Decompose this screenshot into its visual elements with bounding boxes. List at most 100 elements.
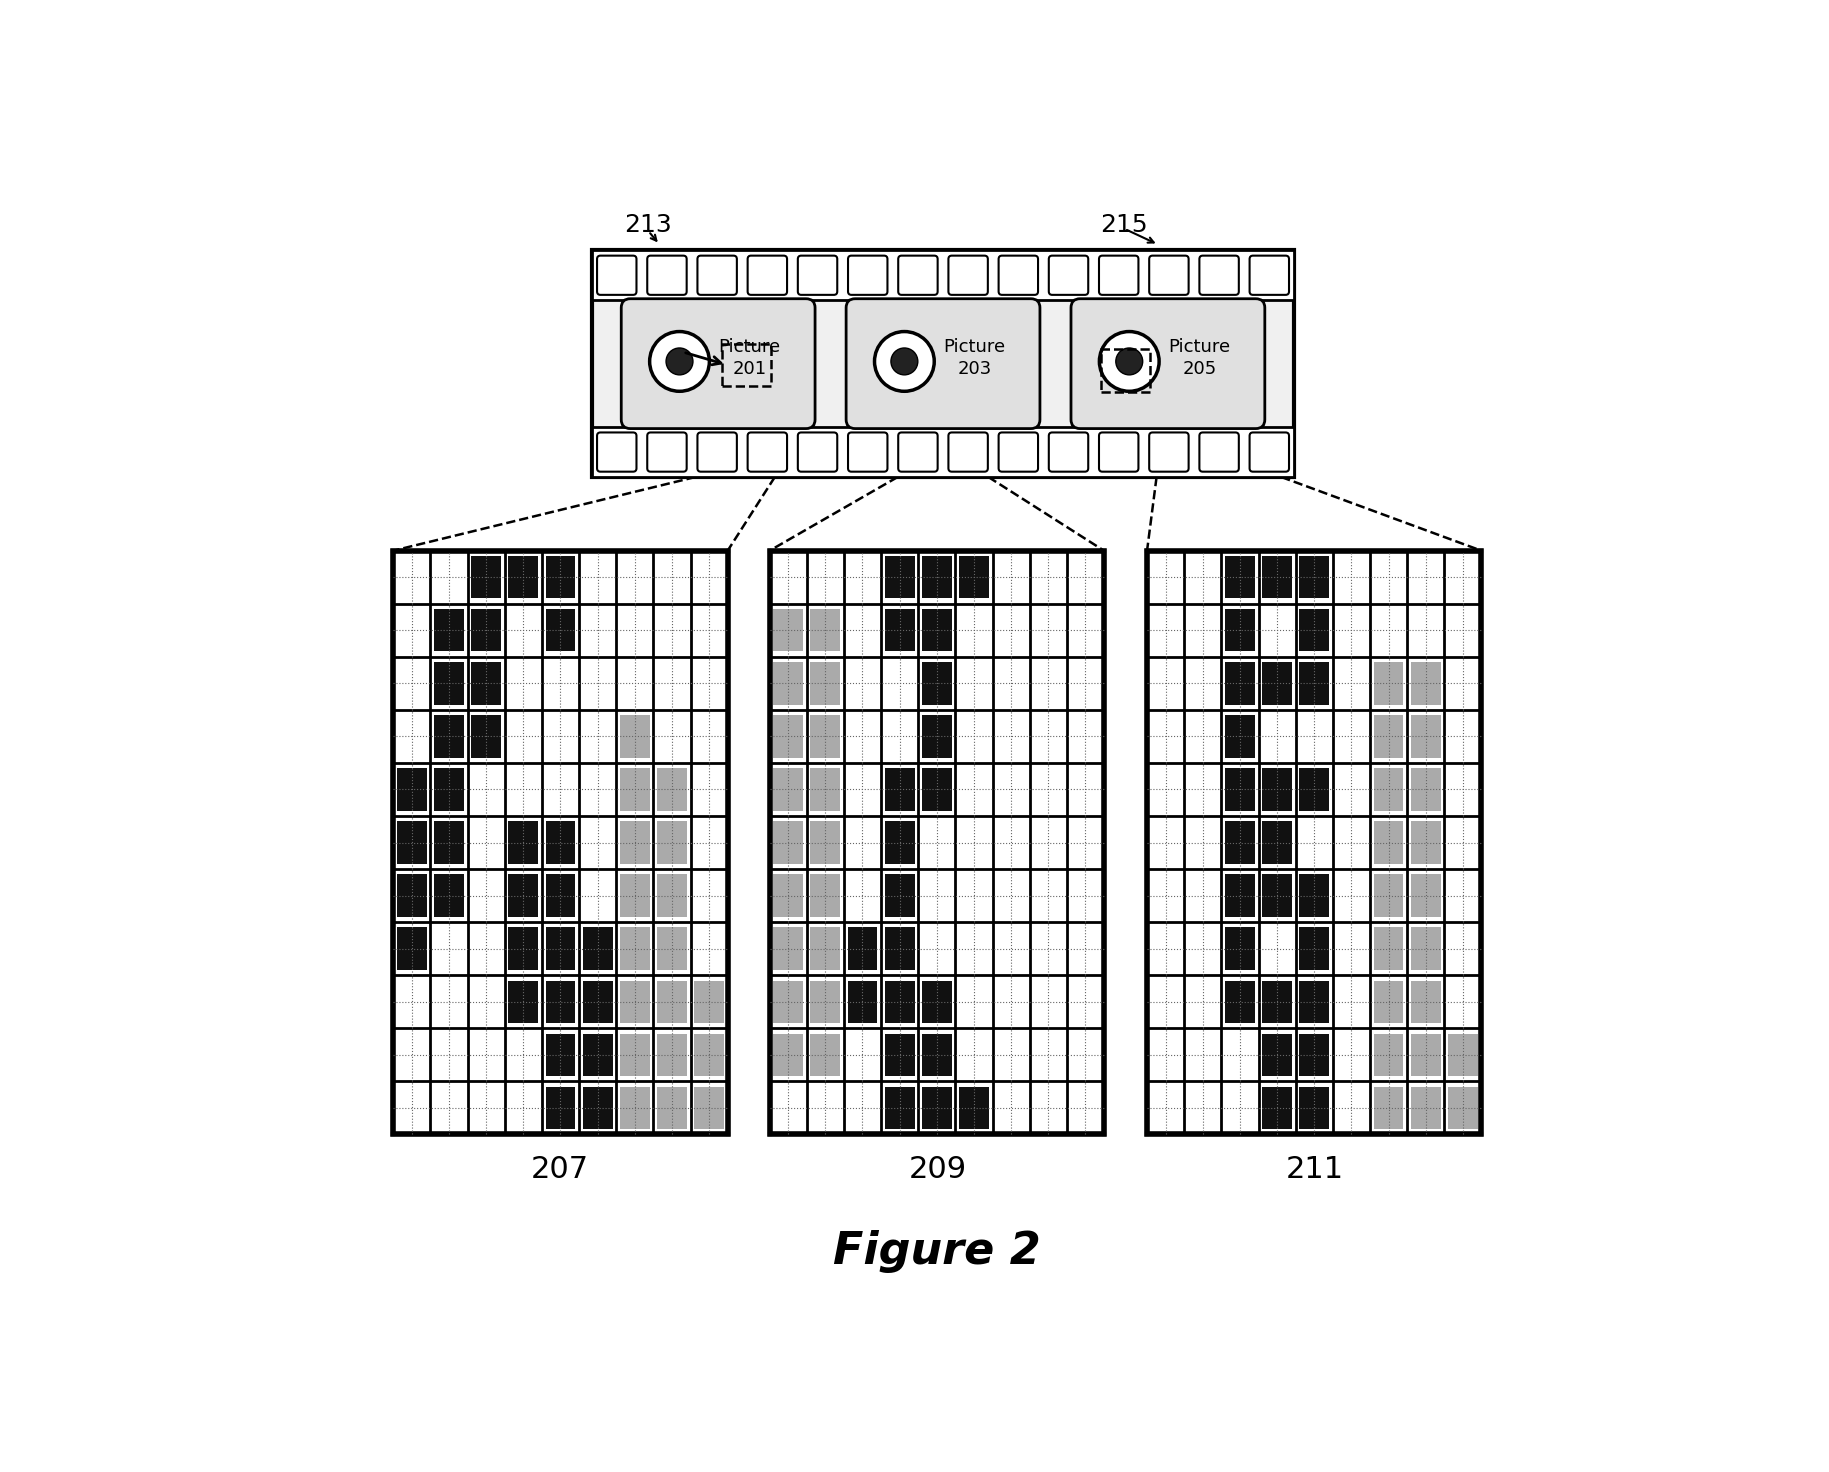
FancyBboxPatch shape — [797, 256, 838, 294]
FancyBboxPatch shape — [596, 433, 636, 471]
Bar — [591, 250, 1295, 300]
Bar — [1299, 609, 1330, 652]
FancyBboxPatch shape — [797, 433, 838, 471]
Bar — [1225, 874, 1255, 917]
Bar — [810, 768, 840, 811]
Bar — [657, 980, 688, 1023]
Bar — [583, 1086, 613, 1129]
Bar — [1410, 874, 1441, 917]
FancyBboxPatch shape — [1200, 256, 1238, 294]
Bar — [847, 927, 878, 970]
Bar — [1225, 556, 1255, 599]
Bar — [922, 980, 951, 1023]
Bar — [1262, 1033, 1291, 1076]
FancyBboxPatch shape — [748, 433, 786, 471]
Bar — [1449, 1086, 1478, 1129]
Bar — [722, 343, 770, 386]
Bar — [1410, 662, 1441, 705]
Bar — [922, 715, 951, 758]
Bar — [545, 927, 576, 970]
Bar — [1299, 556, 1330, 599]
Bar — [1299, 1033, 1330, 1076]
Text: Picture
201: Picture 201 — [719, 339, 781, 378]
Text: 207: 207 — [530, 1156, 589, 1183]
Bar — [657, 821, 688, 864]
Bar — [810, 980, 840, 1023]
Bar — [1374, 1033, 1403, 1076]
Text: 213: 213 — [624, 213, 673, 237]
Text: Picture
203: Picture 203 — [944, 339, 1006, 378]
Bar — [922, 1033, 951, 1076]
Bar — [397, 768, 426, 811]
Bar — [774, 821, 803, 864]
FancyBboxPatch shape — [1099, 433, 1138, 471]
Bar — [508, 874, 538, 917]
Circle shape — [649, 331, 710, 392]
Bar — [620, 927, 649, 970]
FancyBboxPatch shape — [999, 433, 1039, 471]
Bar — [810, 874, 840, 917]
Bar — [583, 927, 613, 970]
Bar — [545, 821, 576, 864]
Bar — [810, 927, 840, 970]
Bar — [885, 768, 914, 811]
FancyBboxPatch shape — [898, 256, 938, 294]
Bar — [1225, 927, 1255, 970]
Bar — [774, 980, 803, 1023]
Bar — [1225, 821, 1255, 864]
FancyBboxPatch shape — [622, 299, 816, 428]
Circle shape — [891, 347, 918, 375]
Bar — [774, 874, 803, 917]
Bar — [922, 609, 951, 652]
Bar — [472, 715, 501, 758]
Bar — [885, 1033, 914, 1076]
FancyBboxPatch shape — [596, 256, 636, 294]
Circle shape — [666, 347, 693, 375]
Bar — [472, 609, 501, 652]
Bar — [1410, 927, 1441, 970]
Bar — [810, 715, 840, 758]
Bar — [545, 980, 576, 1023]
Bar — [885, 927, 914, 970]
Bar — [695, 1033, 724, 1076]
FancyBboxPatch shape — [647, 433, 686, 471]
FancyBboxPatch shape — [849, 433, 887, 471]
Bar — [583, 1033, 613, 1076]
Bar — [1262, 768, 1291, 811]
FancyBboxPatch shape — [847, 299, 1041, 428]
Bar — [695, 1086, 724, 1129]
FancyBboxPatch shape — [1099, 256, 1138, 294]
Text: 211: 211 — [1286, 1156, 1344, 1183]
FancyBboxPatch shape — [949, 256, 988, 294]
Bar — [1299, 874, 1330, 917]
Bar — [1262, 1086, 1291, 1129]
Bar — [620, 821, 649, 864]
FancyBboxPatch shape — [1249, 256, 1289, 294]
Bar — [1410, 1033, 1441, 1076]
Bar — [774, 609, 803, 652]
FancyBboxPatch shape — [697, 433, 737, 471]
FancyBboxPatch shape — [1149, 433, 1189, 471]
Circle shape — [1099, 331, 1160, 392]
FancyBboxPatch shape — [1048, 433, 1088, 471]
Bar — [433, 609, 465, 652]
Bar — [774, 715, 803, 758]
Bar — [774, 768, 803, 811]
Bar — [774, 1033, 803, 1076]
Bar — [1374, 1086, 1403, 1129]
Bar — [657, 1033, 688, 1076]
Bar — [922, 662, 951, 705]
Bar — [1225, 715, 1255, 758]
Bar — [1299, 662, 1330, 705]
Bar — [1147, 551, 1481, 1135]
Bar — [922, 768, 951, 811]
Bar — [922, 1086, 951, 1129]
Bar — [657, 927, 688, 970]
Bar — [620, 874, 649, 917]
Bar — [1225, 662, 1255, 705]
Bar — [810, 609, 840, 652]
Bar — [620, 768, 649, 811]
Bar — [810, 1033, 840, 1076]
Text: 215: 215 — [1101, 213, 1149, 237]
Bar — [1262, 874, 1291, 917]
